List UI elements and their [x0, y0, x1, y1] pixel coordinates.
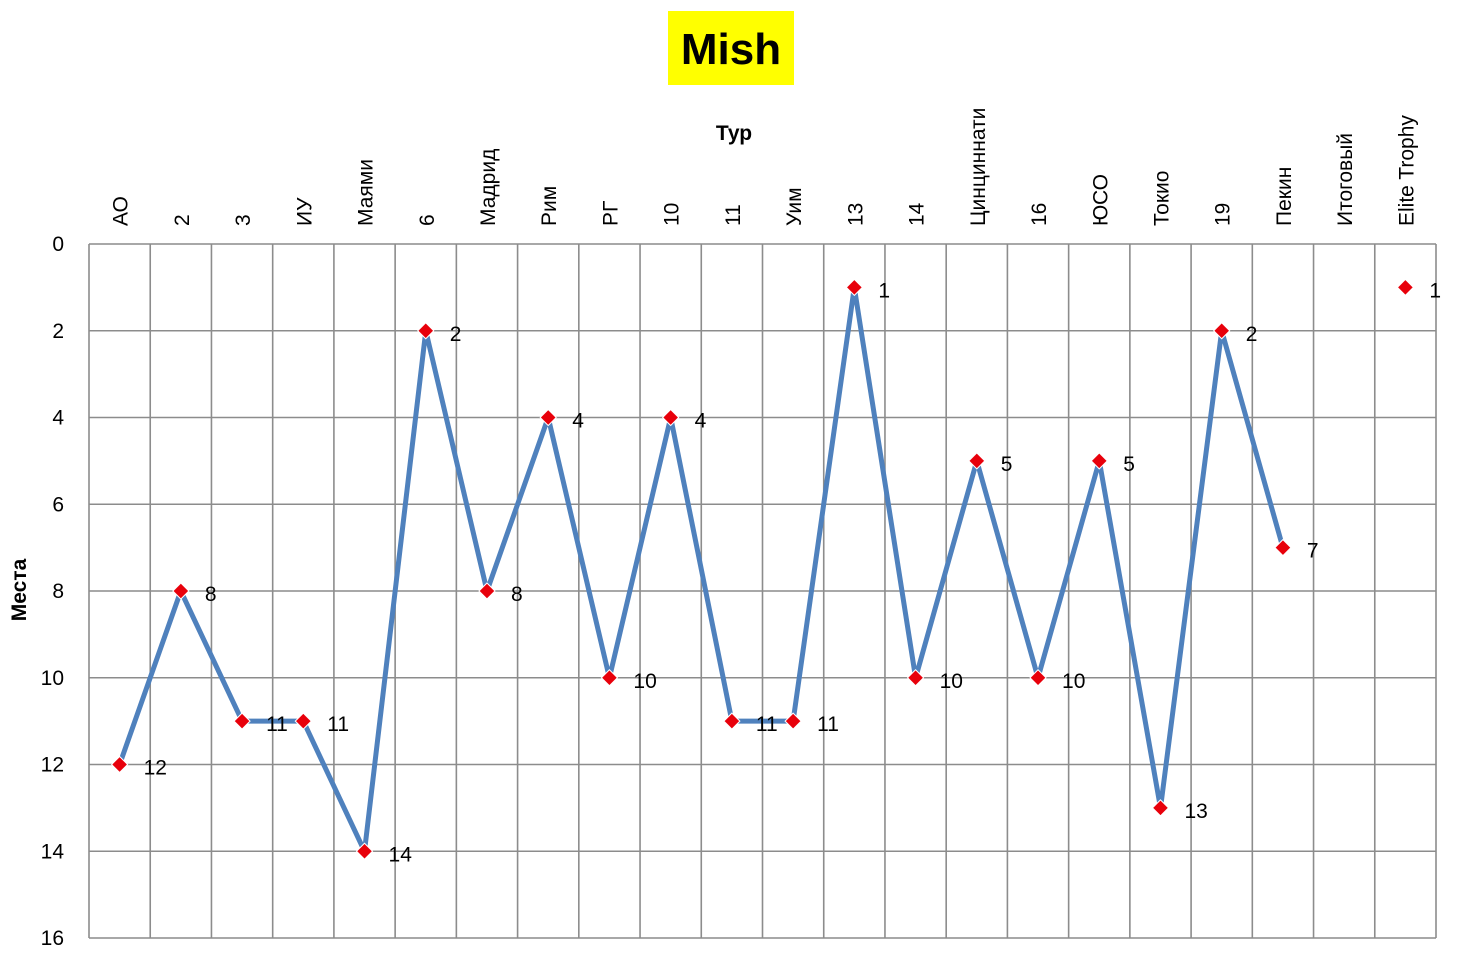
y-tick-label: 12	[41, 754, 64, 777]
x-category-label: 16	[1028, 203, 1051, 226]
x-category-label: Цинциннати	[967, 108, 990, 226]
data-point-marker	[294, 712, 313, 730]
x-category-label: ЮСО	[1089, 174, 1112, 226]
chart-title: Mish	[681, 25, 781, 74]
x-category-label: АО	[110, 196, 133, 226]
y-tick-label: 2	[52, 320, 64, 343]
x-category-label: Токио	[1150, 171, 1173, 226]
x-category-label: 14	[906, 202, 929, 226]
y-tick-label: 0	[52, 233, 64, 256]
data-point-marker	[661, 408, 680, 427]
data-label: 4	[572, 410, 584, 433]
data-label: 5	[1001, 453, 1013, 476]
data-point-marker	[906, 669, 925, 687]
data-point-marker	[355, 842, 374, 860]
x-category-label: 10	[661, 203, 684, 226]
data-point-marker	[1396, 278, 1415, 297]
data-point-marker	[1029, 669, 1047, 687]
y-tick-label: 6	[52, 493, 64, 516]
data-label: 11	[817, 713, 839, 736]
data-label: 7	[1307, 540, 1319, 563]
data-label: 10	[1062, 670, 1085, 693]
data-point-marker	[784, 712, 802, 730]
x-category-label: Elite Trophy	[1395, 115, 1418, 226]
data-label: 2	[1246, 323, 1258, 346]
x-category-label: Итоговый	[1334, 133, 1357, 226]
x-category-label: РГ	[599, 201, 622, 226]
x-category-label: Рим	[538, 186, 561, 226]
data-point-marker	[600, 669, 619, 687]
y-axis-ticks: 0 2 4 6 8 10 12 14 16	[41, 233, 65, 950]
x-category-label: Пекин	[1273, 167, 1296, 226]
y-tick-label: 14	[41, 840, 65, 863]
data-label: 8	[511, 583, 523, 606]
markers-group	[110, 278, 1415, 860]
data-label: 1	[878, 279, 890, 302]
x-axis-title: Тур	[716, 122, 752, 145]
data-label: 1	[1429, 279, 1441, 302]
y-tick-label: 16	[41, 927, 64, 950]
data-point-marker	[172, 582, 190, 600]
gridlines	[88, 243, 1437, 939]
x-category-label: 11	[722, 204, 745, 226]
data-point-marker	[1274, 538, 1292, 557]
data-label: 11	[327, 713, 349, 736]
x-category-label: 3	[232, 214, 255, 226]
data-label: 4	[695, 410, 707, 433]
data-point-marker	[845, 278, 864, 297]
x-category-label: 13	[844, 203, 867, 226]
x-category-label: Уим	[783, 187, 806, 226]
x-category-label: Маями	[355, 159, 378, 226]
data-point-marker	[478, 582, 496, 600]
data-label: 13	[1184, 800, 1207, 823]
data-label: 8	[205, 583, 217, 606]
series-line-group	[117, 284, 1286, 854]
data-point-marker	[968, 452, 986, 470]
data-label: 2	[450, 323, 462, 346]
x-category-label: 6	[416, 214, 439, 226]
data-label: 11	[756, 713, 778, 736]
data-label: 5	[1123, 453, 1135, 476]
y-tick-label: 4	[52, 407, 64, 430]
x-category-label: ИУ	[293, 197, 316, 226]
x-category-label: 19	[1212, 203, 1235, 226]
data-point-marker	[417, 322, 435, 340]
data-point-marker	[1090, 452, 1108, 470]
chart-title-background	[668, 11, 794, 85]
x-axis-categories: АО 2 3 ИУ Маями 6 Мадрид Рим РГ 10 11 Уим 13 14 Цинцин…	[110, 108, 1419, 226]
series-line	[117, 284, 1286, 854]
data-point-marker	[539, 408, 557, 427]
data-point-marker	[1212, 322, 1231, 340]
data-point-marker	[723, 712, 741, 730]
data-label: 11	[266, 713, 288, 736]
x-category-label: 2	[171, 214, 194, 226]
data-point-marker	[233, 712, 251, 730]
y-tick-label: 10	[41, 667, 64, 690]
y-tick-label: 8	[52, 580, 64, 603]
x-category-label: Мадрид	[477, 149, 500, 226]
y-axis-title: Места	[8, 558, 31, 621]
data-label: 10	[940, 670, 963, 693]
data-point-marker	[110, 755, 129, 774]
data-label: 12	[144, 757, 167, 780]
data-label: 10	[633, 670, 656, 693]
data-point-marker	[1151, 799, 1170, 817]
data-label: 14	[389, 843, 413, 866]
